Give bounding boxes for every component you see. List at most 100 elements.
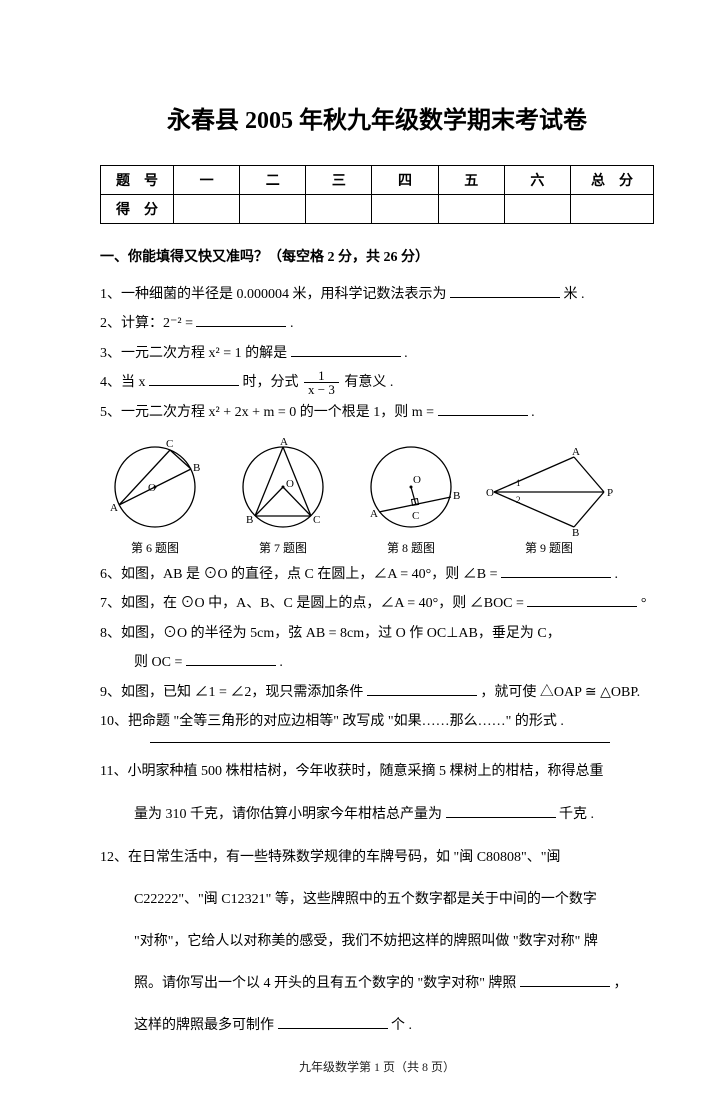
svg-text:A: A bbox=[110, 502, 118, 514]
th-5: 五 bbox=[438, 166, 504, 195]
svg-text:P: P bbox=[607, 487, 613, 499]
figure-7-label: 第 7 题图 bbox=[228, 539, 338, 556]
question-7: 7、如图，在 ⊙O 中，A、B、C 是圆上的点，∠A = 40°，则 ∠BOC … bbox=[100, 589, 654, 618]
q5-text: 5、一元二次方程 x² + 2x + m = 0 的一个根是 1，则 m = bbox=[100, 405, 434, 420]
question-2: 2、计算：2⁻² = . bbox=[100, 309, 654, 338]
th-3: 三 bbox=[306, 166, 372, 195]
td-6 bbox=[504, 195, 570, 224]
svg-text:B: B bbox=[246, 514, 253, 526]
blank bbox=[438, 401, 528, 416]
q11-text-a: 11、小明家种植 500 株柑桔树，今年收获时，随意采摘 5 棵树上的柑桔，称得… bbox=[100, 764, 603, 779]
svg-text:A: A bbox=[370, 508, 378, 520]
fraction: 1 x − 3 bbox=[304, 369, 339, 397]
blank bbox=[186, 651, 276, 666]
svg-text:1: 1 bbox=[516, 478, 521, 488]
figure-8-label: 第 8 题图 bbox=[356, 539, 466, 556]
question-12a: 12、在日常生活中，有一些特殊数学规律的车牌号码，如 "闽 C80808"、"闽 bbox=[100, 843, 654, 872]
td-total bbox=[571, 195, 654, 224]
td-score-label: 得 分 bbox=[101, 195, 174, 224]
q12-text-d: 照。请你写出一个以 4 开头的且有五个数字的 "数字对称" 牌照 bbox=[134, 976, 516, 991]
th-6: 六 bbox=[504, 166, 570, 195]
svg-text:C: C bbox=[313, 514, 320, 526]
th-num: 题 号 bbox=[101, 166, 174, 195]
figures-row: A C B O 第 6 题图 A B C O 第 7 题图 bbox=[100, 437, 654, 556]
table-row: 题 号 一 二 三 四 五 六 总 分 bbox=[101, 166, 654, 195]
svg-text:C: C bbox=[412, 510, 419, 522]
svg-text:O: O bbox=[413, 474, 421, 486]
figure-6-label: 第 6 题图 bbox=[100, 539, 210, 556]
svg-text:2: 2 bbox=[516, 495, 521, 505]
svg-text:A: A bbox=[280, 437, 288, 448]
page-title: 永春县 2005 年秋九年级数学期末考试卷 bbox=[100, 100, 654, 135]
q4-text-c: 有意义 . bbox=[344, 375, 393, 390]
q4-text-b: 时，分式 bbox=[243, 375, 299, 390]
question-10: 10、把命题 "全等三角形的对应边相等" 改写成 "如果……那么……" 的形式 … bbox=[100, 707, 654, 736]
th-1: 一 bbox=[174, 166, 240, 195]
question-1: 1、一种细菌的半径是 0.000004 米，用科学记数法表示为 米 . bbox=[100, 280, 654, 309]
figure-9-label: 第 9 题图 bbox=[484, 539, 614, 556]
q1-text-b: 米 . bbox=[564, 287, 585, 302]
question-11b: 量为 310 千克，请你估算小明家今年柑桔总产量为 千克 . bbox=[134, 801, 654, 829]
q11-text-b: 量为 310 千克，请你估算小明家今年柑桔总产量为 bbox=[134, 807, 442, 822]
question-9: 9、如图，已知 ∠1 = ∠2，现只需添加条件 ，就可使 △OAP ≅ △OBP… bbox=[100, 678, 654, 707]
q12-text-a: 12、在日常生活中，有一些特殊数学规律的车牌号码，如 "闽 C80808"、"闽 bbox=[100, 850, 560, 865]
q1-text-a: 1、一种细菌的半径是 0.000004 米，用科学记数法表示为 bbox=[100, 287, 447, 302]
frac-num: 1 bbox=[304, 369, 339, 384]
q3-text: 3、一元二次方程 x² = 1 的解是 bbox=[100, 346, 287, 361]
q12-text-e: 这样的牌照最多可制作 bbox=[134, 1018, 274, 1033]
td-1 bbox=[174, 195, 240, 224]
svg-text:B: B bbox=[453, 490, 460, 502]
figure-9: O A B P 1 2 第 9 题图 bbox=[484, 447, 614, 556]
q10-text: 10、把命题 "全等三角形的对应边相等" 改写成 "如果……那么……" 的形式 … bbox=[100, 714, 564, 729]
question-11a: 11、小明家种植 500 株柑桔树，今年收获时，随意采摘 5 棵树上的柑桔，称得… bbox=[100, 757, 654, 786]
q12-text-f: 个 . bbox=[391, 1018, 412, 1033]
blank-line bbox=[150, 742, 610, 743]
figure-8: A B O C 第 8 题图 bbox=[356, 437, 466, 556]
figure-7: A B C O 第 7 题图 bbox=[228, 437, 338, 556]
score-table: 题 号 一 二 三 四 五 六 总 分 得 分 bbox=[100, 165, 654, 224]
th-total: 总 分 bbox=[571, 166, 654, 195]
question-8a: 8、如图，⊙O 的半径为 5cm，弦 AB = 8cm，过 O 作 OC⊥AB，… bbox=[100, 619, 654, 648]
svg-text:A: A bbox=[572, 447, 580, 458]
q12-text-b: C22222"、"闽 C12321" 等，这些牌照中的五个数字都是关于中间的一个… bbox=[134, 892, 597, 907]
page-footer: 九年级数学第 1 页（共 8 页） bbox=[100, 1058, 654, 1075]
blank bbox=[450, 283, 560, 298]
q9-text-b: ，就可使 △OAP ≅ △OBP. bbox=[480, 685, 640, 700]
td-3 bbox=[306, 195, 372, 224]
svg-text:B: B bbox=[572, 527, 579, 537]
question-12c: "对称"，它给人以对称美的感受，我们不妨把这样的牌照叫做 "数字对称" 牌 bbox=[134, 928, 654, 956]
th-4: 四 bbox=[372, 166, 438, 195]
blank bbox=[501, 563, 611, 578]
td-2 bbox=[240, 195, 306, 224]
q6-text: 6、如图，AB 是 ⊙O 的直径，点 C 在圆上，∠A = 40°，则 ∠B = bbox=[100, 567, 497, 582]
q8-text-a: 8、如图，⊙O 的半径为 5cm，弦 AB = 8cm，过 O 作 OC⊥AB，… bbox=[100, 626, 561, 641]
q2-text: 2、计算：2⁻² = bbox=[100, 316, 193, 331]
q7-text: 7、如图，在 ⊙O 中，A、B、C 是圆上的点，∠A = 40°，则 ∠BOC … bbox=[100, 596, 524, 611]
th-2: 二 bbox=[240, 166, 306, 195]
blank bbox=[446, 803, 556, 818]
blank bbox=[527, 592, 637, 607]
question-3: 3、一元二次方程 x² = 1 的解是 . bbox=[100, 339, 654, 368]
blank bbox=[278, 1014, 388, 1029]
svg-text:O: O bbox=[486, 487, 494, 499]
svg-text:C: C bbox=[166, 438, 173, 450]
q4-text-a: 4、当 x bbox=[100, 375, 146, 390]
q8-text-b: 则 OC = bbox=[134, 655, 182, 670]
frac-den: x − 3 bbox=[304, 383, 339, 397]
td-5 bbox=[438, 195, 504, 224]
svg-text:B: B bbox=[193, 462, 200, 474]
question-6: 6、如图，AB 是 ⊙O 的直径，点 C 在圆上，∠A = 40°，则 ∠B =… bbox=[100, 560, 654, 589]
question-12e: 这样的牌照最多可制作 个 . bbox=[134, 1012, 654, 1040]
table-row: 得 分 bbox=[101, 195, 654, 224]
blank bbox=[520, 972, 610, 987]
figure-6: A C B O 第 6 题图 bbox=[100, 437, 210, 556]
section-1-heading: 一、你能填得又快又准吗？（每空格 2 分，共 26 分） bbox=[100, 246, 654, 266]
q11-text-c: 千克 . bbox=[559, 807, 594, 822]
question-12d: 照。请你写出一个以 4 开头的且有五个数字的 "数字对称" 牌照 ， bbox=[134, 970, 654, 998]
question-12b: C22222"、"闽 C12321" 等，这些牌照中的五个数字都是关于中间的一个… bbox=[134, 886, 654, 914]
svg-text:O: O bbox=[286, 478, 294, 490]
blank bbox=[196, 312, 286, 327]
question-5: 5、一元二次方程 x² + 2x + m = 0 的一个根是 1，则 m = . bbox=[100, 398, 654, 427]
blank bbox=[149, 371, 239, 386]
question-8b: 则 OC = . bbox=[134, 648, 654, 677]
